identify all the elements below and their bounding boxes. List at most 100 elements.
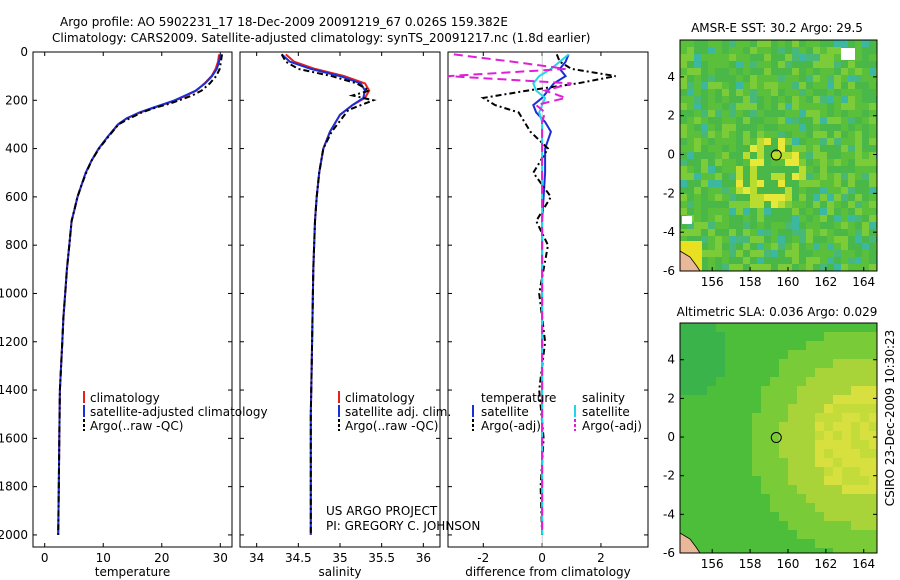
sst-cell xyxy=(736,257,743,264)
sla-cell xyxy=(716,368,725,377)
sst-cell xyxy=(729,159,736,166)
sst-cell xyxy=(855,187,862,194)
sla-cell xyxy=(851,503,860,512)
sst-cell xyxy=(715,236,722,243)
sla-cell xyxy=(851,359,860,368)
sst-cell xyxy=(869,96,876,103)
sst-cell xyxy=(799,61,806,68)
sla-cell xyxy=(851,395,860,404)
sla-cell xyxy=(824,548,833,553)
sst-cell xyxy=(736,82,743,89)
sla-cell xyxy=(734,413,743,422)
sst_map-frame xyxy=(679,39,878,272)
sla-cell xyxy=(770,485,779,494)
sla-cell xyxy=(842,440,851,449)
sla-cell xyxy=(842,467,851,476)
sst-cell xyxy=(841,145,848,152)
sla-cell xyxy=(788,395,797,404)
sst-cell xyxy=(778,89,785,96)
sla-cell xyxy=(842,386,851,395)
sst-cell xyxy=(694,110,701,117)
sst-cell xyxy=(862,180,869,187)
sla-cell xyxy=(707,359,716,368)
sst-cell xyxy=(827,250,834,257)
sst-cell xyxy=(750,257,757,264)
sst-cell xyxy=(855,82,862,89)
sst-cell xyxy=(694,194,701,201)
sla-cell xyxy=(734,404,743,413)
sst-cell xyxy=(841,89,848,96)
sst-cell xyxy=(806,180,813,187)
sst-cell xyxy=(778,75,785,82)
sst-cell xyxy=(736,180,743,187)
sst-cell xyxy=(785,54,792,61)
sla-cell xyxy=(689,494,698,503)
sla-cell xyxy=(761,431,770,440)
sst-cell xyxy=(827,257,834,264)
sst-cell xyxy=(771,117,778,124)
sst-cell xyxy=(680,61,687,68)
sst-cell xyxy=(799,117,806,124)
sst-cell xyxy=(778,124,785,131)
sst-cell xyxy=(834,131,841,138)
sla-cell xyxy=(761,368,770,377)
sst-cell xyxy=(869,243,876,250)
sst-cell xyxy=(827,215,834,222)
sla-cell xyxy=(770,350,779,359)
sla-cell xyxy=(698,341,707,350)
sst-cell xyxy=(750,103,757,110)
sst-cell xyxy=(799,215,806,222)
sst-cell xyxy=(743,243,750,250)
sla-cell xyxy=(824,368,833,377)
sla-cell xyxy=(680,476,689,485)
sst-cell xyxy=(820,180,827,187)
sla-cell xyxy=(680,521,689,530)
sst-cell xyxy=(764,194,771,201)
sst-cell xyxy=(820,68,827,75)
sst-cell xyxy=(862,187,869,194)
sst-cell xyxy=(764,82,771,89)
credit-pi: PI: GREGORY C. JOHNSON xyxy=(326,519,480,533)
sst-cell xyxy=(757,61,764,68)
sla-cell xyxy=(824,485,833,494)
sst-cell xyxy=(806,257,813,264)
sla-cell xyxy=(770,395,779,404)
sst-cell xyxy=(827,89,834,96)
sst-cell xyxy=(855,138,862,145)
sla-cell xyxy=(761,404,770,413)
sla-cell xyxy=(797,503,806,512)
sst-cell xyxy=(813,215,820,222)
sst-cell xyxy=(806,222,813,229)
sla-cell xyxy=(680,530,689,539)
sla-cell xyxy=(779,350,788,359)
sst-cell xyxy=(715,89,722,96)
sst-cell xyxy=(708,117,715,124)
sst-cell xyxy=(701,222,708,229)
sst-cell xyxy=(827,117,834,124)
sla-cell xyxy=(761,503,770,512)
sla-cell xyxy=(770,386,779,395)
sst-cell xyxy=(771,187,778,194)
sst-cell xyxy=(820,103,827,110)
sla-cell xyxy=(734,341,743,350)
sla-cell xyxy=(779,422,788,431)
sst-cell xyxy=(764,236,771,243)
sst-cell xyxy=(708,215,715,222)
sla-cell xyxy=(788,431,797,440)
sst-cell xyxy=(722,131,729,138)
sla-cell xyxy=(779,359,788,368)
sst-cell xyxy=(869,173,876,180)
sst-cell xyxy=(785,138,792,145)
sst-cell xyxy=(848,236,855,243)
sst-cell xyxy=(736,145,743,152)
sst-cell xyxy=(785,103,792,110)
sst-cell xyxy=(855,75,862,82)
sla-cell xyxy=(698,386,707,395)
sla-cell xyxy=(869,512,877,521)
sst-cell xyxy=(764,47,771,54)
sla-cell xyxy=(833,458,842,467)
sla-cell xyxy=(725,431,734,440)
sst-cell xyxy=(694,61,701,68)
sst-cell xyxy=(813,68,820,75)
sst-cell xyxy=(806,201,813,208)
